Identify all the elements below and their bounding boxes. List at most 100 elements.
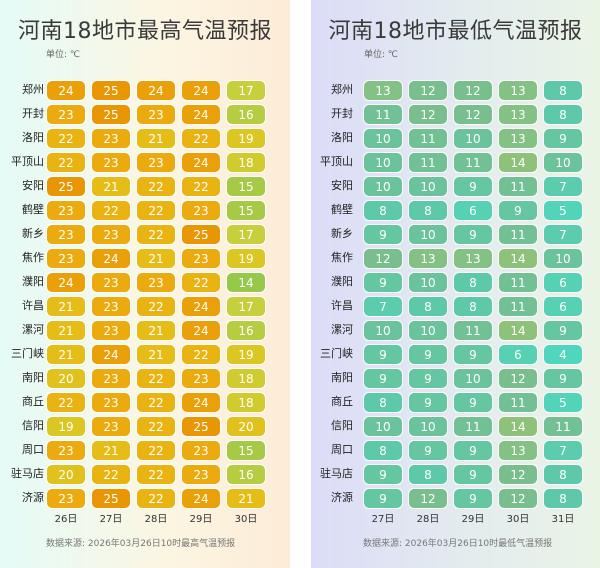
temp-cell: 7 bbox=[543, 176, 583, 197]
temp-cell: 21 bbox=[46, 344, 86, 365]
city-label: 济源 bbox=[22, 491, 44, 504]
temp-cell: 22 bbox=[91, 200, 131, 221]
temp-cell: 19 bbox=[46, 416, 86, 437]
temp-cell: 9 bbox=[543, 320, 583, 341]
temp-cell: 23 bbox=[91, 296, 131, 317]
temp-cell: 20 bbox=[46, 464, 86, 485]
temp-cell: 10 bbox=[453, 128, 493, 149]
temp-cell: 9 bbox=[498, 200, 538, 221]
city-label: 南阳 bbox=[331, 371, 353, 384]
temp-cell: 22 bbox=[46, 392, 86, 413]
temp-cell: 8 bbox=[408, 464, 448, 485]
max-temp-panel: 河南18地市最高气温预报 单位: ℃ 郑州 24 25 24 24 17 开封 23 25 23 2… bbox=[0, 0, 290, 568]
temp-cell: 8 bbox=[363, 440, 403, 461]
min-temp-unit-label: 单位: ℃ bbox=[364, 50, 399, 60]
temp-cell: 23 bbox=[91, 272, 131, 293]
temp-cell: 9 bbox=[408, 344, 448, 365]
city-label: 商丘 bbox=[22, 395, 44, 408]
city-label: 周口 bbox=[331, 443, 353, 456]
temp-cell: 24 bbox=[181, 320, 221, 341]
temp-cell: 22 bbox=[136, 416, 176, 437]
day-label: 28日 bbox=[416, 514, 440, 525]
temp-cell: 14 bbox=[498, 152, 538, 173]
temp-cell: 24 bbox=[91, 248, 131, 269]
temp-cell: 23 bbox=[136, 104, 176, 125]
temp-cell: 10 bbox=[408, 176, 448, 197]
temp-cell: 8 bbox=[453, 272, 493, 293]
temp-cell: 25 bbox=[181, 416, 221, 437]
temp-cell: 21 bbox=[91, 440, 131, 461]
city-label: 郑州 bbox=[331, 83, 353, 96]
temp-cell: 14 bbox=[498, 248, 538, 269]
city-label: 南阳 bbox=[22, 371, 44, 384]
temp-cell: 22 bbox=[136, 200, 176, 221]
temp-cell: 10 bbox=[363, 152, 403, 173]
temp-cell: 23 bbox=[91, 152, 131, 173]
temp-cell: 6 bbox=[498, 344, 538, 365]
temp-cell: 12 bbox=[498, 368, 538, 389]
temp-cell: 18 bbox=[226, 392, 266, 413]
temp-cell: 12 bbox=[408, 104, 448, 125]
city-label: 驻马店 bbox=[11, 467, 44, 480]
temp-cell: 10 bbox=[363, 320, 403, 341]
city-label: 焦作 bbox=[22, 251, 44, 264]
temp-cell: 21 bbox=[46, 296, 86, 317]
temp-cell: 25 bbox=[46, 176, 86, 197]
temp-cell: 11 bbox=[498, 296, 538, 317]
temp-cell: 23 bbox=[46, 224, 86, 245]
temp-cell: 9 bbox=[408, 440, 448, 461]
city-label: 新乡 bbox=[22, 227, 44, 240]
temp-cell: 22 bbox=[46, 152, 86, 173]
temp-cell: 18 bbox=[226, 152, 266, 173]
temp-cell: 23 bbox=[46, 104, 86, 125]
temp-cell: 24 bbox=[181, 152, 221, 173]
city-label: 新乡 bbox=[331, 227, 353, 240]
temp-cell: 23 bbox=[181, 248, 221, 269]
city-label: 濮阳 bbox=[22, 275, 44, 288]
temp-cell: 16 bbox=[226, 104, 266, 125]
temp-cell: 9 bbox=[453, 176, 493, 197]
temp-cell: 14 bbox=[498, 416, 538, 437]
temp-cell: 8 bbox=[543, 488, 583, 509]
temp-cell: 23 bbox=[91, 416, 131, 437]
temp-cell: 22 bbox=[136, 488, 176, 509]
city-label: 开封 bbox=[331, 107, 353, 120]
temp-cell: 21 bbox=[136, 344, 176, 365]
temp-cell: 9 bbox=[363, 368, 403, 389]
temp-cell: 19 bbox=[226, 344, 266, 365]
temp-cell: 23 bbox=[181, 200, 221, 221]
temp-cell: 13 bbox=[363, 80, 403, 101]
temp-cell: 25 bbox=[181, 224, 221, 245]
temp-cell: 23 bbox=[46, 200, 86, 221]
temp-cell: 23 bbox=[181, 368, 221, 389]
city-label: 洛阳 bbox=[22, 131, 44, 144]
day-label: 30日 bbox=[234, 514, 258, 525]
temp-cell: 14 bbox=[226, 272, 266, 293]
temp-cell: 22 bbox=[46, 128, 86, 149]
temp-cell: 12 bbox=[453, 104, 493, 125]
city-label: 济源 bbox=[331, 491, 353, 504]
day-label: 29日 bbox=[189, 514, 213, 525]
temp-cell: 21 bbox=[46, 320, 86, 341]
temp-cell: 9 bbox=[453, 224, 493, 245]
temp-cell: 8 bbox=[453, 296, 493, 317]
temp-cell: 14 bbox=[498, 320, 538, 341]
temp-cell: 24 bbox=[91, 344, 131, 365]
temp-cell: 9 bbox=[453, 392, 493, 413]
temp-cell: 13 bbox=[498, 80, 538, 101]
temp-cell: 23 bbox=[91, 320, 131, 341]
city-label: 鹤壁 bbox=[22, 203, 44, 216]
temp-cell: 13 bbox=[408, 248, 448, 269]
temp-cell: 23 bbox=[91, 224, 131, 245]
min-temp-source: 数据来源: 2026年03月26日10时最低气温预报 bbox=[363, 539, 553, 549]
temp-cell: 12 bbox=[363, 248, 403, 269]
temp-cell: 17 bbox=[226, 80, 266, 101]
temp-cell: 24 bbox=[136, 80, 176, 101]
temp-cell: 11 bbox=[408, 128, 448, 149]
temp-cell: 19 bbox=[226, 248, 266, 269]
temp-cell: 22 bbox=[181, 128, 221, 149]
temp-cell: 22 bbox=[136, 392, 176, 413]
temp-cell: 11 bbox=[453, 320, 493, 341]
temp-cell: 24 bbox=[181, 488, 221, 509]
temp-cell: 21 bbox=[226, 488, 266, 509]
